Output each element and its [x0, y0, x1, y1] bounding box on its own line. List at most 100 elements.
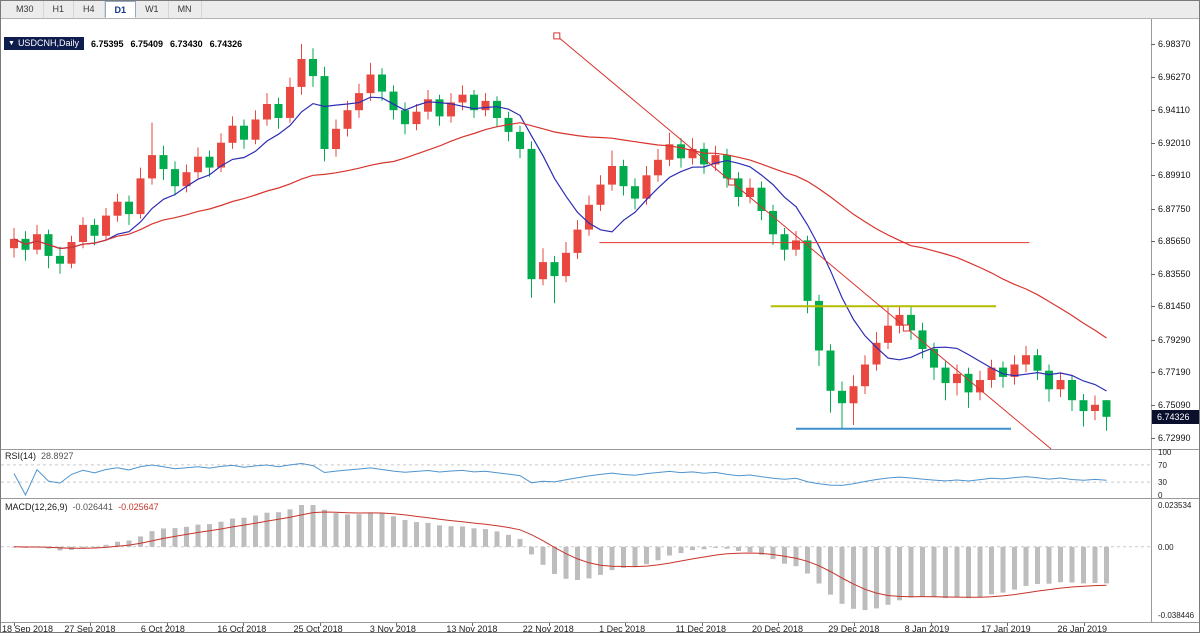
candle-body: [470, 94, 478, 111]
chart-title: ▼ USDCNH,Daily 6.75395 6.75409 6.73430 6…: [4, 37, 242, 50]
candle-body: [56, 255, 64, 264]
macd-histogram-bar: [517, 539, 523, 547]
candle-body: [941, 367, 950, 384]
price-scale[interactable]: 6.74326 0.023534 0.00 -0.038446 6.98370 6…: [1151, 1, 1199, 632]
time-scale[interactable]: 18 Sep 2018 27 Sep 2018 6 Oct 2018 16 Oct 2…: [1, 623, 1151, 633]
rsi-axis-label: 70: [1158, 460, 1167, 470]
symbol-title-box[interactable]: ▼ USDCNH,Daily: [4, 37, 84, 50]
candle-body: [343, 110, 352, 129]
macd-histogram-bar: [747, 546, 753, 552]
time-axis-label: 27 Sep 2018: [64, 624, 116, 633]
candle-body: [228, 125, 237, 143]
candle-body: [1079, 400, 1088, 412]
candle-body: [838, 390, 846, 404]
candle-body: [746, 187, 754, 197]
ohlc-low: 6.73430: [170, 38, 203, 49]
candle-body: [688, 148, 697, 159]
macd-histogram-bar: [793, 546, 799, 567]
macd-histogram-bar: [713, 546, 718, 548]
candle-body: [90, 224, 99, 236]
panel-separator[interactable]: [1, 449, 1199, 450]
candle-body: [67, 242, 76, 264]
macd-histogram-bar: [471, 528, 477, 547]
time-axis-label: 17 Jan 2019: [981, 624, 1031, 633]
macd-histogram-bar: [92, 546, 97, 548]
candle-body: [780, 234, 789, 250]
trendline-handle[interactable]: [553, 32, 561, 40]
trendline-object[interactable]: [556, 35, 1052, 449]
macd-histogram-bar: [149, 531, 155, 547]
price-axis-label: 6.98370: [1158, 38, 1191, 49]
candle-body: [1033, 355, 1042, 371]
macd-histogram-bar: [1035, 546, 1040, 584]
candle-body: [654, 159, 662, 176]
macd-panel-canvas[interactable]: [1, 499, 1151, 621]
candle-body: [849, 386, 858, 404]
macd-histogram-bar: [701, 546, 707, 550]
macd-histogram-bar: [632, 546, 638, 568]
candle-body: [608, 166, 616, 185]
candle-body: [757, 187, 766, 211]
price-axis-label: 6.79290: [1158, 334, 1191, 345]
time-axis-label: 25 Oct 2018: [293, 624, 343, 633]
candle-body: [424, 99, 432, 112]
symbol-dropdown-icon[interactable]: ▼: [8, 39, 15, 47]
candle-body: [884, 325, 892, 343]
candle-body: [458, 94, 467, 103]
candle-body: [895, 314, 904, 326]
candle-body: [516, 131, 524, 149]
macd-histogram-bar: [299, 505, 304, 547]
candle-body: [964, 373, 973, 393]
candle-body: [240, 125, 248, 140]
macd-histogram-bar: [414, 522, 419, 547]
macd-histogram-bar: [770, 546, 776, 560]
rsi-panel-canvas[interactable]: [1, 450, 1151, 497]
candle-body: [205, 156, 214, 168]
candle-body: [550, 262, 559, 277]
macd-signal-value: -0.025647: [118, 502, 159, 512]
price-axis-label: 6.89910: [1158, 170, 1191, 181]
trendline-handle[interactable]: [728, 178, 736, 186]
candle-body: [792, 240, 800, 250]
tab-w1[interactable]: W1: [136, 1, 169, 18]
macd-histogram-bar: [310, 505, 316, 547]
timeframe-toolbar: M30 H1 H4 D1 W1 MN: [1, 1, 1199, 19]
panel-separator[interactable]: [1, 498, 1199, 499]
tab-mn[interactable]: MN: [169, 1, 202, 18]
macd-histogram-bar: [172, 528, 178, 547]
candle-body: [182, 172, 191, 187]
candle-body: [987, 367, 996, 380]
macd-histogram-bar: [563, 546, 569, 579]
candle-body: [872, 342, 881, 365]
scale-separator: [1151, 19, 1152, 623]
candle-body: [1056, 380, 1065, 390]
macd-histogram-bar: [943, 546, 948, 599]
tab-h1[interactable]: H1: [44, 1, 75, 18]
time-axis-label: 20 Dec 2018: [751, 624, 803, 633]
tab-m30[interactable]: M30: [7, 1, 44, 18]
time-axis-label: 11 Dec 2018: [675, 624, 726, 633]
macd-histogram-bar: [690, 546, 695, 551]
candle-body: [481, 100, 490, 111]
macd-histogram-bar: [368, 512, 373, 547]
candle-body: [803, 240, 812, 301]
price-chart-canvas[interactable]: [1, 19, 1151, 449]
macd-histogram-bar: [782, 546, 787, 564]
candle-body: [1010, 364, 1019, 377]
candle-body: [355, 93, 363, 111]
macd-histogram-bar: [920, 546, 925, 597]
rsi-axis-label: 100: [1158, 448, 1172, 457]
price-axis-label: 6.87750: [1158, 203, 1191, 214]
candle-body: [539, 262, 547, 280]
trendline-handle[interactable]: [902, 324, 910, 332]
price-axis-label: 6.85650: [1158, 236, 1191, 247]
candle-body: [274, 104, 283, 118]
tab-h4[interactable]: H4: [74, 1, 105, 18]
panel-separator[interactable]: [1, 622, 1199, 623]
macd-histogram-bar: [195, 524, 201, 547]
tab-d1[interactable]: D1: [104, 1, 137, 18]
macd-histogram-bar: [977, 546, 983, 597]
candle-body: [953, 373, 961, 384]
macd-histogram-bar: [1012, 546, 1017, 590]
